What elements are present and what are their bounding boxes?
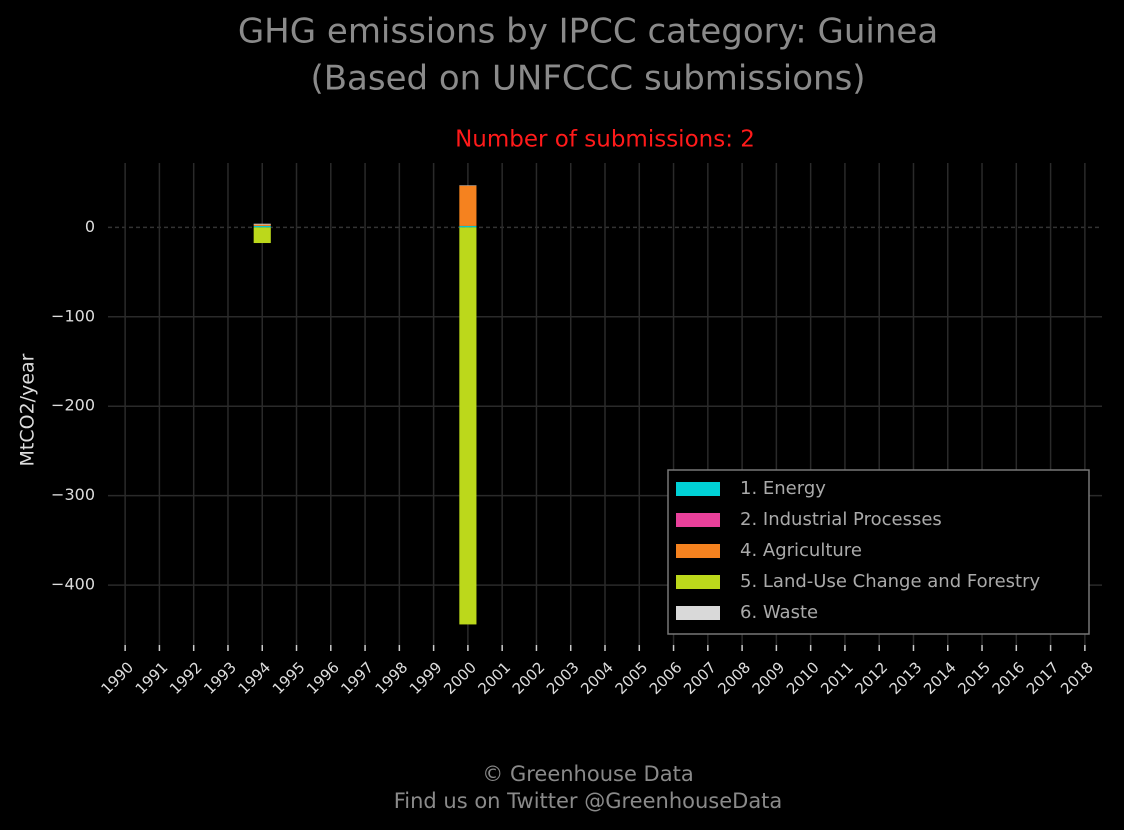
legend-swatch	[676, 575, 720, 589]
x-tick-label: 2018	[1057, 658, 1097, 698]
x-tick-label: 2013	[886, 658, 926, 698]
x-tick-label: 1997	[337, 658, 377, 698]
x-tick-label: 1991	[132, 658, 172, 698]
bar	[253, 226, 271, 228]
legend-swatch	[676, 544, 720, 558]
x-tick-label: 2000	[440, 658, 480, 698]
x-tick-label: 2003	[543, 658, 583, 698]
y-tick-label: −400	[51, 575, 95, 594]
bar	[459, 185, 477, 226]
y-tick-label: −300	[51, 485, 95, 504]
legend-swatch	[676, 513, 720, 527]
bar	[253, 227, 271, 244]
x-tick-label: 1999	[406, 658, 446, 698]
y-tick-label: −100	[51, 306, 95, 325]
legend-swatch	[676, 482, 720, 496]
x-tick-label: 1998	[372, 658, 412, 698]
x-tick-label: 2017	[1023, 658, 1063, 698]
footer: © Greenhouse Data	[482, 762, 693, 786]
legend-label: 6. Waste	[740, 602, 818, 623]
bar	[253, 223, 271, 225]
y-tick-label: −200	[51, 396, 95, 415]
footer: Find us on Twitter @GreenhouseData	[394, 789, 783, 813]
x-tick-label: 2014	[920, 658, 960, 698]
legend-swatch	[676, 606, 720, 620]
chart-subtitle: Number of submissions: 2	[455, 127, 755, 153]
legend-label: 2. Industrial Processes	[740, 509, 942, 530]
y-tick-label: 0	[85, 217, 95, 236]
x-tick-label: 2015	[954, 658, 994, 698]
x-tick-label: 2007	[680, 658, 720, 698]
x-tick-label: 2006	[646, 658, 686, 698]
legend-box	[667, 469, 1090, 635]
x-tick-label: 2012	[851, 658, 891, 698]
y-axis-label: MtCO2/year	[17, 353, 39, 466]
legend-label: 1. Energy	[740, 478, 826, 499]
x-tick-label: 1990	[97, 658, 137, 698]
x-tick-label: 2008	[714, 658, 754, 698]
x-tick-label: 2016	[989, 658, 1029, 698]
legend-label: 4. Agriculture	[740, 540, 862, 561]
bar	[253, 224, 271, 226]
x-tick-label: 1992	[166, 658, 206, 698]
x-tick-label: 2005	[612, 658, 652, 698]
bar	[459, 227, 477, 625]
x-tick-label: 2004	[577, 658, 617, 698]
x-tick-label: 2011	[817, 658, 857, 698]
x-tick-label: 1994	[235, 658, 275, 698]
x-tick-label: 1995	[269, 658, 309, 698]
x-tick-label: 1996	[303, 658, 343, 698]
x-tick-label: 2001	[474, 658, 514, 698]
legend-label: 5. Land-Use Change and Forestry	[740, 571, 1040, 592]
chart-title: (Based on UNFCCC submissions)	[310, 59, 865, 99]
x-tick-label: 1993	[200, 658, 240, 698]
x-tick-label: 2010	[783, 658, 823, 698]
x-tick-label: 2002	[509, 658, 549, 698]
x-tick-label: 2009	[749, 658, 789, 698]
chart-title: GHG emissions by IPCC category: Guinea	[238, 12, 938, 52]
bar	[459, 226, 477, 228]
